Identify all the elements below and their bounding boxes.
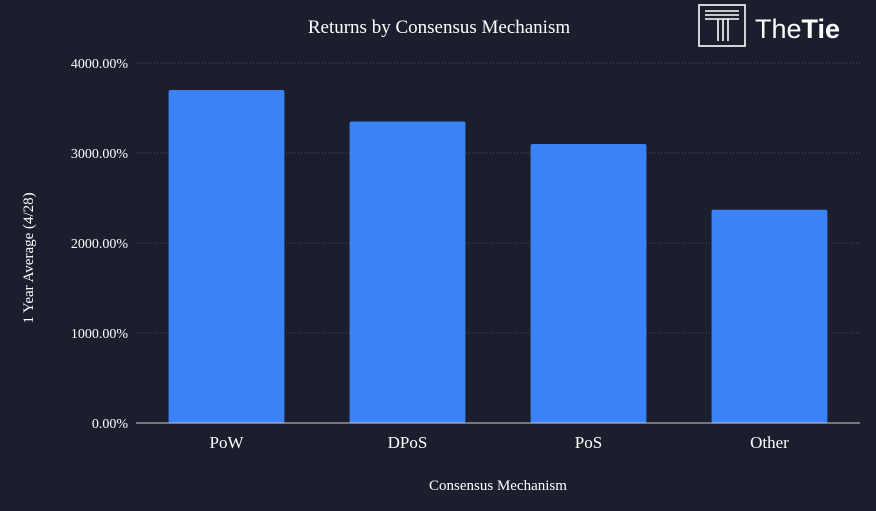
chart-title: Returns by Consensus Mechanism	[308, 17, 571, 38]
y-tick-label: 3000.00%	[71, 147, 129, 162]
x-tick-labels: PoW DPoS PoS Other	[210, 433, 790, 452]
bar-other	[711, 209, 828, 423]
bar-dpos	[349, 121, 466, 423]
x-tick-label: Other	[750, 433, 789, 452]
bars	[168, 90, 828, 423]
x-tick-label: PoW	[210, 433, 245, 452]
y-axis-label: 1 Year Average (4/28)	[21, 192, 37, 323]
x-tick-label: DPoS	[388, 433, 428, 452]
brand-name-bold: Tie	[802, 14, 841, 44]
x-tick-label: PoS	[575, 433, 602, 452]
bar-pow	[168, 90, 285, 423]
y-tick-label: 4000.00%	[71, 57, 129, 72]
y-tick-label: 1000.00%	[71, 327, 129, 342]
brand-name: TheTie	[755, 14, 840, 44]
y-tick-label: 0.00%	[92, 417, 129, 432]
y-tick-labels: 0.00% 1000.00% 2000.00% 3000.00% 4000.00%	[71, 57, 129, 432]
bar-pos	[530, 144, 647, 423]
brand-name-light: The	[755, 14, 802, 44]
y-tick-label: 2000.00%	[71, 237, 129, 252]
x-axis-label: Consensus Mechanism	[429, 478, 567, 494]
thetie-logo-icon	[698, 4, 746, 47]
